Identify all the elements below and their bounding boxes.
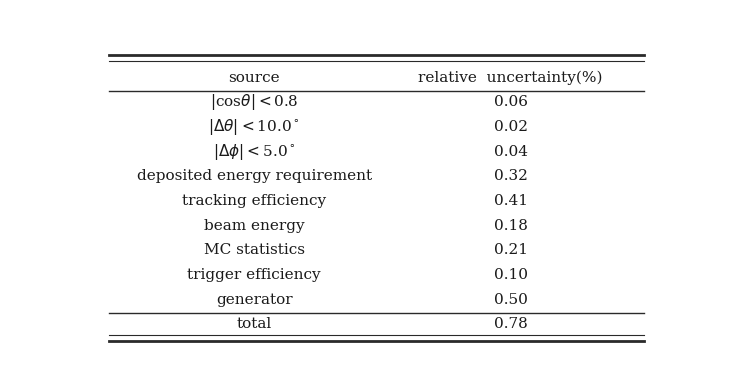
Text: deposited energy requirement: deposited energy requirement xyxy=(137,169,372,183)
Text: MC statistics: MC statistics xyxy=(204,243,305,257)
Text: 0.32: 0.32 xyxy=(494,169,528,183)
Text: tracking efficiency: tracking efficiency xyxy=(182,194,326,208)
Text: 0.06: 0.06 xyxy=(493,95,528,109)
Text: 0.02: 0.02 xyxy=(493,120,528,134)
Text: $|\Delta\phi|$$<$5.0$^\circ$: $|\Delta\phi|$$<$5.0$^\circ$ xyxy=(212,142,295,161)
Text: 0.41: 0.41 xyxy=(493,194,528,208)
Text: 0.18: 0.18 xyxy=(494,218,528,232)
Text: trigger efficiency: trigger efficiency xyxy=(187,268,321,282)
Text: relative  uncertainty(%): relative uncertainty(%) xyxy=(418,70,603,85)
Text: total: total xyxy=(237,317,272,331)
Text: 0.50: 0.50 xyxy=(494,293,528,306)
Text: 0.04: 0.04 xyxy=(493,144,528,159)
Text: 0.21: 0.21 xyxy=(493,243,528,257)
Text: $|\Delta\theta|$$<$10.0$^\circ$: $|\Delta\theta|$$<$10.0$^\circ$ xyxy=(208,117,300,137)
Text: $|$cos$\theta$$|$$<$0.8: $|$cos$\theta$$|$$<$0.8 xyxy=(210,92,298,112)
Text: source: source xyxy=(229,71,280,85)
Text: generator: generator xyxy=(216,293,293,306)
Text: beam energy: beam energy xyxy=(204,218,304,232)
Text: 0.78: 0.78 xyxy=(494,317,528,331)
Text: 0.10: 0.10 xyxy=(493,268,528,282)
